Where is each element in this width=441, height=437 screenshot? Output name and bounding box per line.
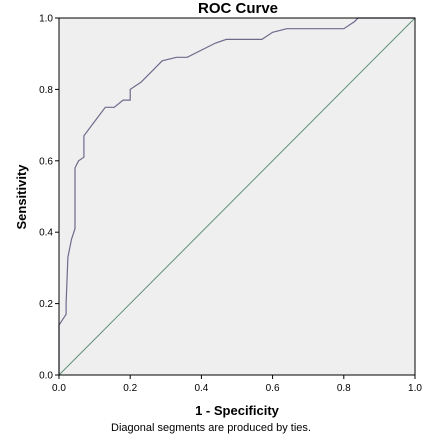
reference-diagonal-line bbox=[58, 17, 416, 376]
chart-footnote: Diagonal segments are produced by ties. bbox=[111, 422, 311, 434]
y-tick-label: 1.0 bbox=[39, 14, 53, 25]
x-axis-ticks: 0.0 0.2 0.4 0.6 0.8 1.0 bbox=[52, 375, 422, 394]
y-tick-label: 0.8 bbox=[39, 85, 53, 96]
chart-title: ROC Curve bbox=[198, 0, 278, 17]
x-tick-label: 0.2 bbox=[123, 383, 137, 394]
roc-curve-line bbox=[58, 17, 415, 375]
x-axis-title: 1 - Specificity bbox=[195, 403, 280, 418]
y-axis-title: Sensitivity bbox=[14, 164, 29, 230]
x-tick-label: 0.6 bbox=[266, 383, 280, 394]
y-tick-label: 0.6 bbox=[39, 156, 53, 167]
y-axis-ticks: 0.0 0.2 0.4 0.6 0.8 1.0 bbox=[39, 14, 59, 382]
x-tick-label: 0.4 bbox=[194, 383, 208, 394]
x-tick-label: 0.8 bbox=[337, 383, 351, 394]
x-tick-label: 1.0 bbox=[408, 383, 422, 394]
y-tick-label: 0.2 bbox=[39, 299, 53, 310]
plot-frame bbox=[58, 17, 416, 376]
x-tick-label: 0.0 bbox=[52, 383, 66, 394]
y-tick-label: 0.4 bbox=[39, 228, 53, 239]
y-tick-label: 0.0 bbox=[39, 371, 53, 382]
